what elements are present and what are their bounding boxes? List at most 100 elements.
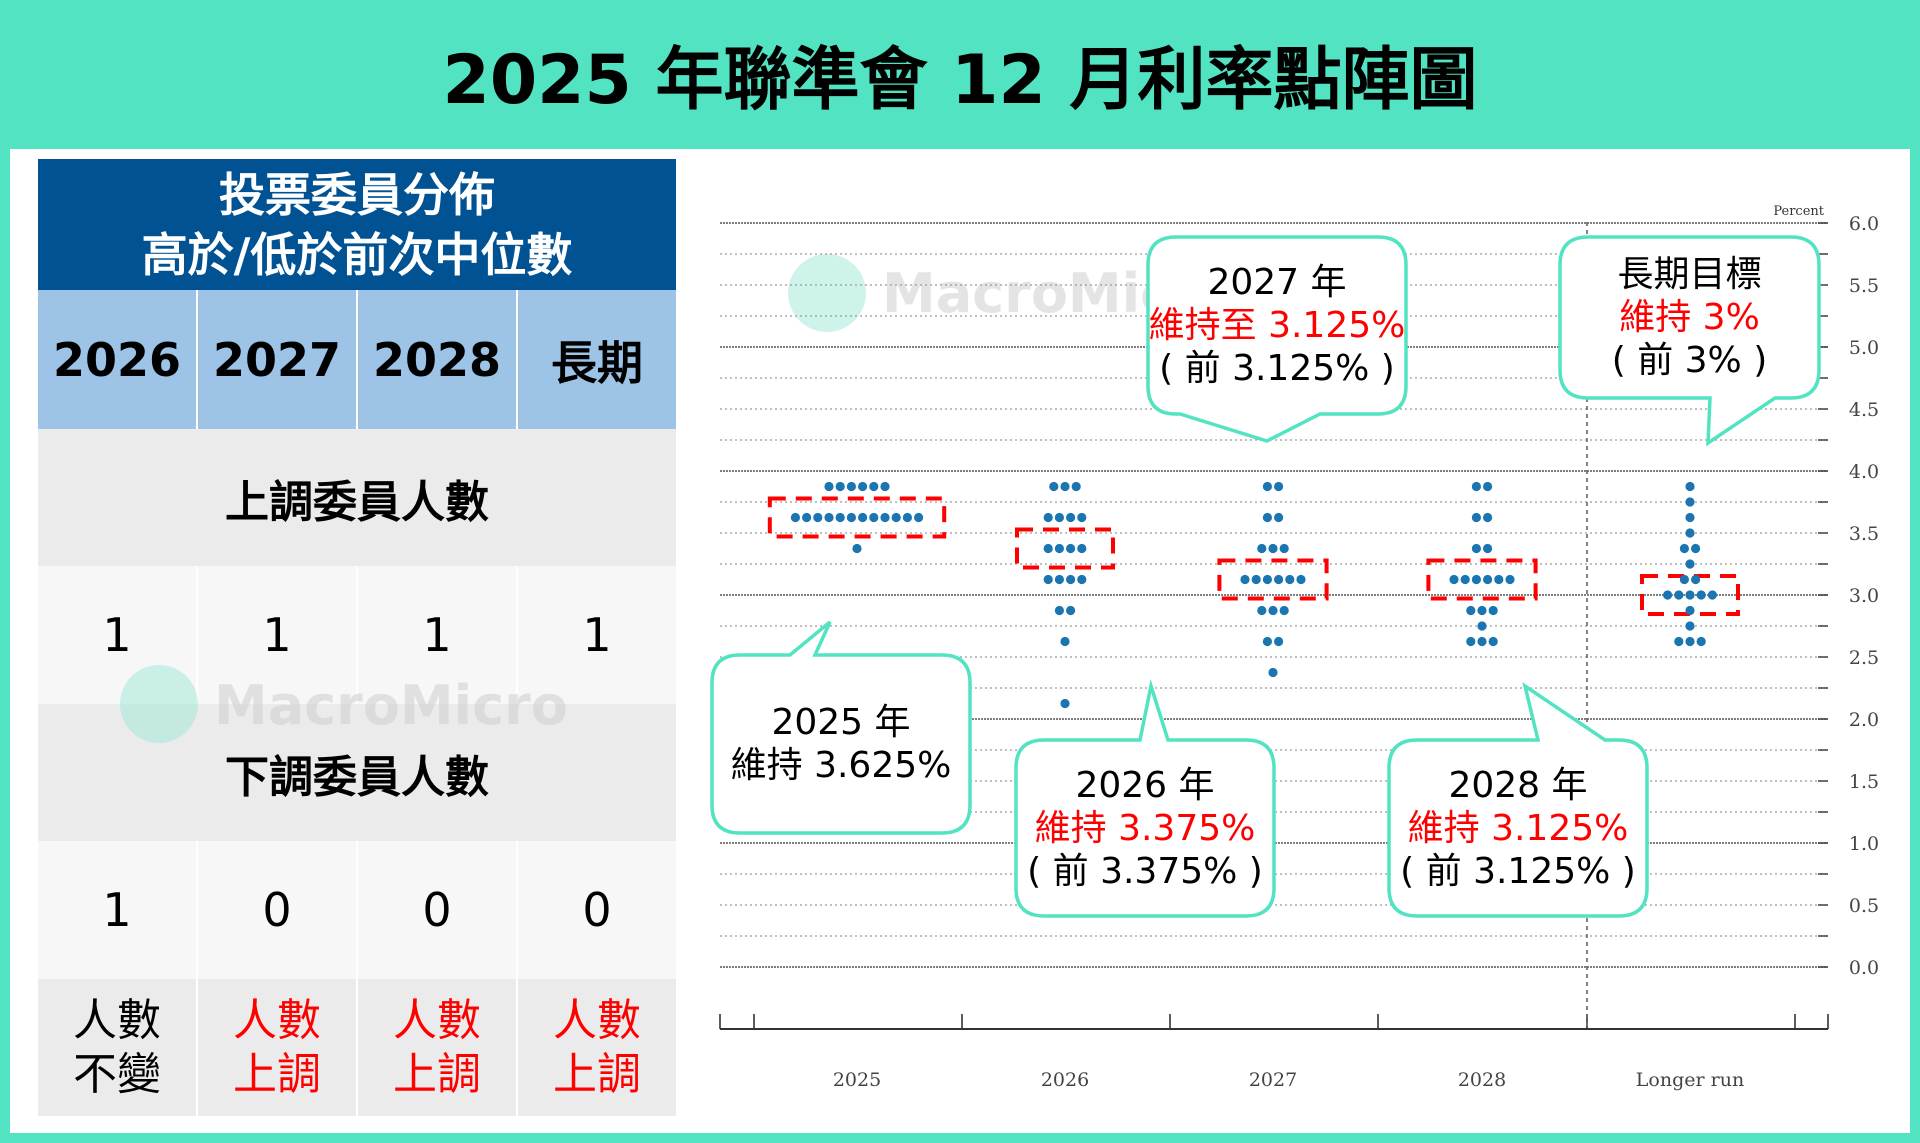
dot	[1477, 605, 1487, 616]
dot	[802, 512, 812, 523]
median-highlight-box	[1015, 527, 1115, 570]
y-tick-label: 0.0	[1849, 957, 1879, 979]
callout-line1: 維持 3%	[1619, 297, 1760, 338]
y-tick-label: 1.5	[1849, 771, 1879, 793]
dot	[1279, 543, 1289, 554]
summary-cell: 人數 不變	[38, 979, 198, 1116]
callout-2027-bubble	[1146, 235, 1408, 443]
y-tick-label: 3.5	[1849, 523, 1879, 545]
up-value: 1	[38, 566, 198, 704]
dot	[1279, 605, 1289, 616]
callout-2028-bubble	[1387, 682, 1649, 918]
dot	[1054, 574, 1064, 585]
dot	[1466, 605, 1476, 616]
dot	[1685, 636, 1695, 647]
callout-longrun: 長期目標 維持 3% ( 前 3% )	[1560, 237, 1819, 398]
dot	[1471, 481, 1481, 492]
dot	[1043, 512, 1053, 523]
dot	[1477, 636, 1487, 647]
summary-cell: 人數 上調	[518, 979, 676, 1116]
dot	[835, 512, 845, 523]
down-value: 1	[38, 841, 198, 979]
dot	[846, 481, 857, 492]
dot	[1251, 574, 1261, 585]
summary-cell: 人數 上調	[198, 979, 358, 1116]
dot	[1483, 512, 1493, 523]
dot	[1285, 574, 1295, 585]
dot	[1054, 605, 1064, 616]
dot	[1071, 481, 1081, 492]
callout-line2: ( 前 3.125% )	[1400, 850, 1636, 892]
dot	[858, 481, 868, 492]
dot	[1466, 636, 1476, 647]
dot	[1483, 543, 1493, 554]
dot	[1674, 636, 1684, 647]
dot	[1685, 481, 1695, 492]
dot	[1674, 590, 1684, 600]
dot	[1488, 636, 1498, 647]
dot	[1066, 512, 1076, 523]
x-tick-label: 2028	[1458, 1069, 1506, 1091]
dot	[891, 512, 901, 523]
dot	[1696, 590, 1706, 600]
dot	[824, 481, 834, 492]
dot	[1483, 481, 1493, 492]
y-tick-label: 5.5	[1849, 275, 1879, 297]
dot	[1274, 636, 1284, 647]
dot	[1066, 574, 1076, 585]
dot	[1477, 621, 1487, 631]
dot	[1663, 590, 1673, 600]
dot	[1494, 574, 1504, 585]
dot	[1488, 605, 1498, 616]
dot	[1691, 543, 1701, 554]
watermark-text: MacroMicro	[214, 674, 568, 737]
up-value: 1	[358, 566, 518, 704]
dot	[880, 512, 890, 523]
voter-distribution-table: 投票委員分佈 高於/低於前次中位數 2026 2027 2028 長期 上調委員…	[38, 159, 676, 1116]
callout-2026-bubble	[1014, 679, 1276, 918]
callout-line1: 維持 3.375%	[1034, 807, 1256, 849]
callout-line2: ( 前 3.375% )	[1027, 850, 1263, 892]
x-tick-label: 2027	[1249, 1069, 1297, 1091]
dot	[790, 512, 801, 523]
dot	[1679, 574, 1689, 585]
callout-line2: ( 前 3.125% )	[1159, 348, 1395, 389]
y-tick-label: 6.0	[1849, 213, 1879, 235]
up-value: 1	[198, 566, 358, 704]
callout-2025-bubble	[710, 620, 972, 835]
table-header: 投票委員分佈 高於/低於前次中位數	[38, 159, 676, 290]
dot	[1685, 605, 1695, 616]
dot	[1043, 574, 1053, 585]
dot	[1268, 543, 1278, 554]
table-header-line2: 高於/低於前次中位數	[141, 227, 573, 282]
down-value: 0	[198, 841, 358, 979]
year-row: 2026 2027 2028 長期	[38, 290, 676, 429]
column-2027: 2027	[198, 290, 358, 429]
dot	[1685, 528, 1695, 538]
dot	[1066, 543, 1076, 554]
column-2028: 2028	[358, 290, 518, 429]
callout-title: 長期目標	[1617, 254, 1762, 295]
dot	[1240, 574, 1250, 585]
callout-title: 2027 年	[1207, 262, 1347, 303]
dot	[858, 512, 868, 523]
watermark-logo-icon	[788, 254, 866, 332]
dot	[1274, 512, 1284, 523]
dot	[846, 512, 857, 523]
dot	[1077, 574, 1087, 585]
dot	[813, 512, 823, 523]
down-values-row: 1 0 0 0	[38, 841, 676, 979]
dot	[1043, 543, 1053, 554]
dot	[1460, 574, 1470, 585]
dot	[1077, 512, 1087, 523]
y-tick-label: 0.5	[1849, 895, 1879, 917]
x-tick-label: 2025	[833, 1069, 881, 1091]
median-highlight-box	[1217, 558, 1329, 601]
dot	[1257, 543, 1267, 554]
callout-line1: 維持 3.625%	[730, 745, 952, 786]
dot	[869, 512, 879, 523]
dot	[1274, 574, 1284, 585]
dot	[1262, 481, 1272, 492]
column-2026: 2026	[38, 290, 198, 429]
dot	[852, 543, 862, 554]
